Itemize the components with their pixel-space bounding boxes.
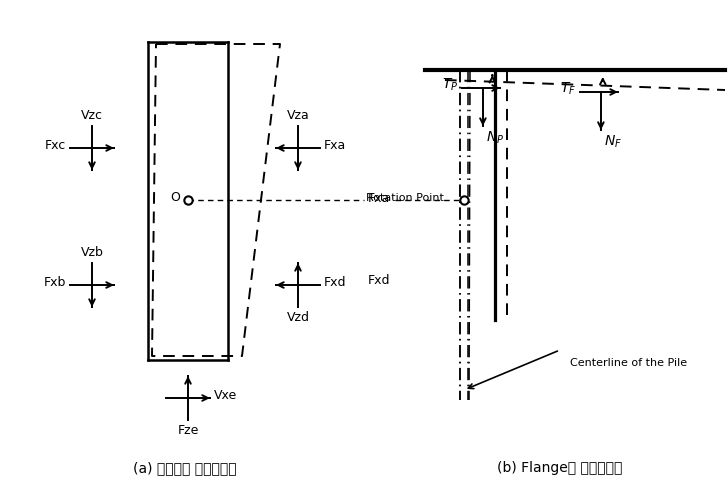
Text: Fxc: Fxc	[44, 138, 66, 151]
Text: Rotation Point: Rotation Point	[366, 193, 444, 203]
Text: Fxd: Fxd	[368, 273, 390, 286]
Text: O: O	[170, 191, 180, 204]
Text: Fxb: Fxb	[44, 275, 66, 288]
Text: Fxa: Fxa	[368, 192, 390, 205]
Text: Fxd: Fxd	[324, 275, 347, 288]
Text: Fxa: Fxa	[324, 138, 347, 151]
Text: Fze: Fze	[178, 424, 199, 437]
Text: Vzc: Vzc	[81, 109, 103, 122]
Text: $T_F$: $T_F$	[560, 81, 576, 97]
Text: (a) 버켓기초 자유물체도: (a) 버켓기초 자유물체도	[133, 461, 237, 475]
Text: Vzd: Vzd	[287, 311, 309, 324]
Text: (b) Flange의 자유물체도: (b) Flange의 자유물체도	[497, 461, 622, 475]
Text: Vzb: Vzb	[81, 246, 103, 259]
Text: $N_P$: $N_P$	[486, 130, 504, 146]
Text: $T_P$: $T_P$	[442, 77, 458, 93]
Text: Centerline of the Pile: Centerline of the Pile	[570, 358, 687, 368]
Text: Vza: Vza	[287, 109, 309, 122]
Text: Vxe: Vxe	[214, 388, 237, 401]
Text: $N_F$: $N_F$	[604, 134, 622, 150]
